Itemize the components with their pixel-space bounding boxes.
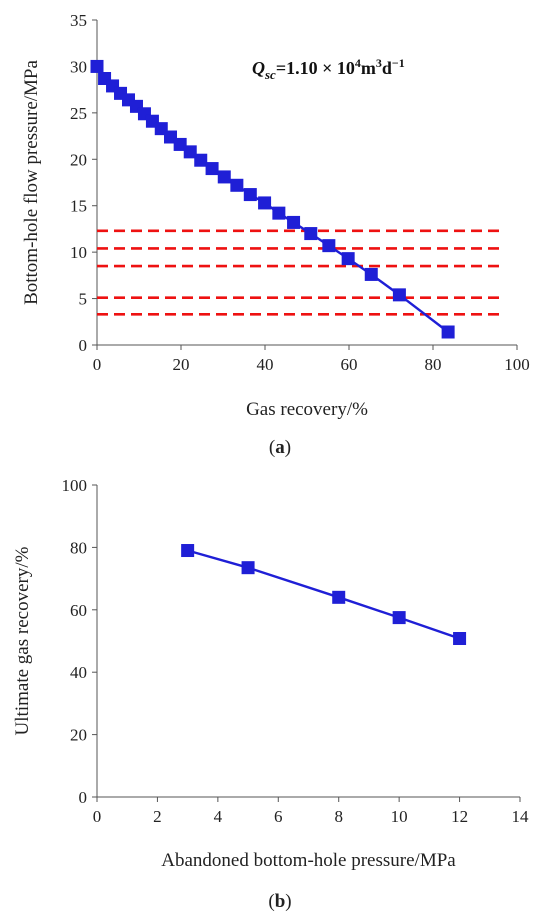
data-point (90, 59, 104, 73)
rate-annotation: Qsc=1.10 × 104m3d−1 (252, 56, 405, 82)
y-tick-label: 25 (70, 104, 87, 123)
y-tick-label: 15 (70, 197, 87, 216)
chart-panel-a: 0 20 40 60 80 100 0 5 10 15 20 25 30 35 Gas recovery/%… (21, 11, 530, 458)
data-point (304, 227, 318, 241)
data-point (194, 153, 208, 167)
data-point (441, 325, 455, 339)
data-point (364, 267, 378, 281)
data-point (392, 288, 406, 302)
x-tick-label: 8 (334, 807, 343, 826)
x-tick-label: 0 (93, 355, 102, 374)
chart-panel-b: 0 2 4 6 8 10 12 14 0 20 40 60 80 100 Abandoned bottom-… (12, 476, 529, 912)
data-point (181, 544, 195, 558)
y-tick-label: 0 (79, 336, 88, 355)
y-tick-label: 20 (70, 150, 87, 169)
x-axis-label: Abandoned bottom-hole pressure/MPa (161, 850, 456, 871)
y-tick-label: 100 (62, 476, 88, 495)
panel-label: (b) (268, 891, 291, 912)
data-point (205, 162, 219, 176)
y-axis-label: Ultimate gas recovery/% (12, 546, 33, 735)
x-tick-label: 20 (173, 355, 190, 374)
y-tick-label: 30 (70, 57, 87, 76)
series-line (187, 549, 460, 640)
data-point (173, 137, 187, 151)
y-tick-label: 60 (70, 601, 87, 620)
data-point (183, 145, 197, 159)
panel-label: (a) (269, 437, 291, 458)
y-tick-label: 35 (70, 11, 87, 30)
x-tick-label: 40 (257, 355, 274, 374)
y-tick-label: 0 (79, 788, 88, 807)
data-point (322, 239, 336, 253)
x-axis-label: Gas recovery/% (246, 399, 368, 420)
data-point (392, 611, 406, 625)
x-tick-label: 100 (504, 355, 530, 374)
x-tick-label: 10 (391, 807, 408, 826)
x-tick-label: 12 (451, 807, 468, 826)
data-point (217, 170, 231, 184)
data-point (272, 206, 286, 220)
x-tick-label: 80 (425, 355, 442, 374)
x-tick-label: 60 (341, 355, 358, 374)
data-point (341, 252, 355, 266)
data-point (230, 178, 244, 192)
data-point (287, 215, 301, 229)
x-tick-label: 4 (214, 807, 223, 826)
y-tick-label: 40 (70, 663, 87, 682)
x-tick-label: 0 (93, 807, 102, 826)
data-point (258, 196, 272, 210)
data-point (241, 561, 255, 575)
x-tick-label: 2 (153, 807, 162, 826)
data-point (332, 590, 346, 604)
y-axis-label: Bottom-hole flow pressure/MPa (21, 60, 42, 305)
data-point (243, 188, 257, 202)
y-tick-label: 5 (79, 290, 88, 309)
x-tick-label: 6 (274, 807, 283, 826)
y-tick-label: 10 (70, 243, 87, 262)
y-tick-label: 80 (70, 538, 87, 557)
x-tick-label: 14 (512, 807, 530, 826)
data-point (453, 632, 467, 646)
y-tick-label: 20 (70, 726, 87, 745)
